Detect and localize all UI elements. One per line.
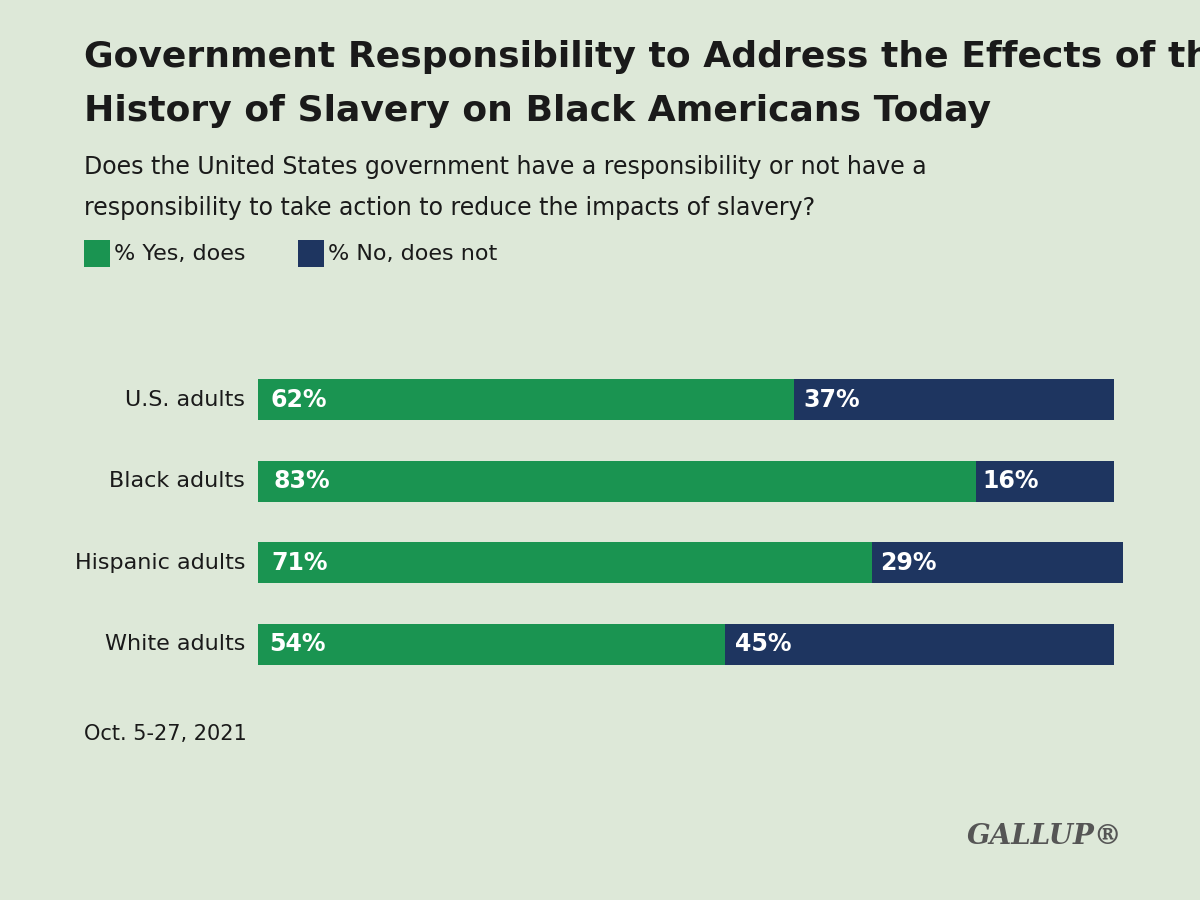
Text: 45%: 45%: [736, 632, 792, 656]
Bar: [725, 624, 1114, 664]
Text: % Yes, does: % Yes, does: [114, 244, 246, 264]
Bar: [872, 543, 1123, 583]
Text: 83%: 83%: [274, 469, 330, 493]
Text: Oct. 5-27, 2021: Oct. 5-27, 2021: [84, 724, 247, 744]
Bar: [258, 543, 872, 583]
Text: Hispanic adults: Hispanic adults: [74, 553, 245, 572]
Bar: [258, 380, 794, 420]
Text: GALLUP®: GALLUP®: [966, 824, 1122, 850]
Bar: [258, 624, 725, 664]
Text: 37%: 37%: [803, 388, 860, 412]
Text: 16%: 16%: [982, 469, 1039, 493]
Text: Government Responsibility to Address the Effects of the: Government Responsibility to Address the…: [84, 40, 1200, 75]
Bar: [976, 461, 1114, 501]
Text: History of Slavery on Black Americans Today: History of Slavery on Black Americans To…: [84, 94, 991, 129]
Text: White adults: White adults: [104, 634, 245, 654]
Text: 54%: 54%: [269, 632, 326, 656]
Text: Black adults: Black adults: [109, 472, 245, 491]
Text: 62%: 62%: [270, 388, 326, 412]
Text: % No, does not: % No, does not: [328, 244, 497, 264]
Text: Does the United States government have a responsibility or not have a: Does the United States government have a…: [84, 155, 926, 179]
Text: 29%: 29%: [880, 551, 936, 575]
Text: 71%: 71%: [271, 551, 328, 575]
Text: U.S. adults: U.S. adults: [125, 390, 245, 410]
Text: responsibility to take action to reduce the impacts of slavery?: responsibility to take action to reduce …: [84, 196, 815, 220]
Bar: [794, 380, 1114, 420]
Bar: [258, 461, 976, 501]
